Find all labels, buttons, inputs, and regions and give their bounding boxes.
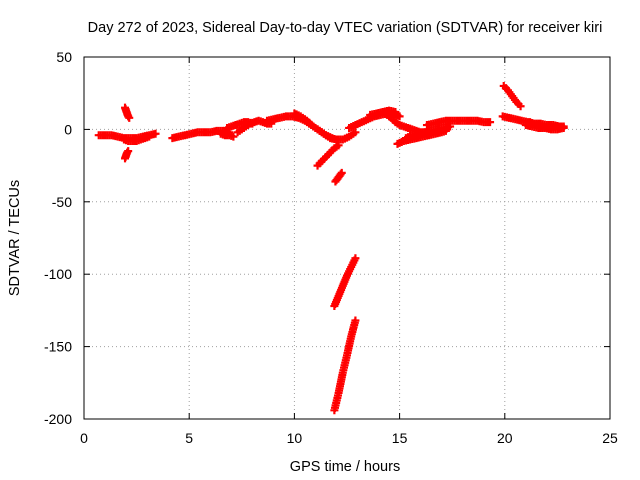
y-tick-label: 0 bbox=[64, 121, 72, 137]
data-point-fill bbox=[514, 100, 523, 109]
data-point-fill bbox=[349, 122, 358, 131]
data-point-fill bbox=[149, 130, 158, 139]
data-point-fill bbox=[401, 123, 410, 132]
y-tick-label: -200 bbox=[44, 411, 72, 427]
data-point-fill bbox=[233, 120, 242, 129]
data-point-fill bbox=[134, 136, 143, 145]
y-tick-label: -150 bbox=[44, 339, 72, 355]
data-point-fill bbox=[244, 121, 253, 130]
plot-frame bbox=[83, 56, 611, 420]
data-point-fill bbox=[346, 334, 355, 343]
data-point-fill bbox=[239, 123, 248, 132]
data-point-fill bbox=[342, 273, 351, 282]
data-point-fill bbox=[326, 133, 335, 142]
y-axis-label: SDTVAR / TECUs bbox=[7, 180, 23, 296]
data-point-fill bbox=[530, 120, 539, 129]
data-point-fill bbox=[229, 121, 238, 130]
data-points bbox=[94, 81, 568, 415]
data-point-fill bbox=[483, 118, 492, 127]
x-axis-label: GPS time / hours bbox=[290, 459, 400, 475]
data-point-fill bbox=[406, 132, 415, 141]
data-point-fill bbox=[319, 155, 328, 164]
data-point-fill bbox=[343, 133, 351, 142]
data-point-fill bbox=[235, 126, 244, 135]
x-tick-label: 15 bbox=[392, 430, 408, 446]
y-tick-label: -100 bbox=[44, 266, 72, 282]
data-point-fill bbox=[123, 110, 132, 119]
data-point-fill bbox=[350, 256, 359, 265]
data-point-fill bbox=[333, 293, 342, 302]
data-point-fill bbox=[332, 142, 341, 151]
data-point-fill bbox=[406, 124, 415, 133]
data-point-fill bbox=[227, 131, 236, 140]
data-point-fill bbox=[397, 137, 406, 146]
data-point-fill bbox=[328, 146, 337, 155]
data-point-fill bbox=[248, 118, 257, 127]
y-axis: -200 -150 -100 -50 0 50 bbox=[44, 49, 610, 427]
x-tick-label: 0 bbox=[80, 430, 88, 446]
y-tick-label: 50 bbox=[56, 49, 72, 65]
data-point-fill bbox=[380, 109, 389, 118]
data-point-fill bbox=[337, 283, 346, 292]
data-point-fill bbox=[315, 159, 324, 168]
data-point-fill bbox=[143, 133, 152, 142]
data-point-fill bbox=[397, 121, 406, 130]
data-point-fill bbox=[300, 115, 309, 124]
data-point-fill bbox=[510, 95, 519, 104]
data-point-fill bbox=[313, 125, 322, 134]
data-point-fill bbox=[138, 134, 147, 143]
data-point-fill bbox=[555, 122, 564, 131]
data-point-fill bbox=[225, 123, 234, 132]
data-point-fill bbox=[361, 116, 370, 125]
data-point-fill bbox=[389, 115, 398, 124]
data-point-fill bbox=[294, 111, 303, 120]
x-tick-label: 20 bbox=[497, 430, 513, 446]
x-tick-label: 5 bbox=[185, 430, 193, 446]
data-point-fill bbox=[346, 265, 355, 274]
data-point-fill bbox=[385, 112, 394, 121]
data-point-fill bbox=[122, 150, 131, 159]
data-point-fill bbox=[342, 353, 351, 362]
data-point-fill bbox=[355, 119, 364, 128]
x-tick-label: 25 bbox=[602, 430, 618, 446]
chart-title: Day 272 of 2023, Sidereal Day-to-day VTE… bbox=[88, 20, 603, 36]
data-point-fill bbox=[501, 84, 510, 93]
data-point-fill bbox=[319, 129, 328, 138]
x-axis: 0 5 10 15 20 25 bbox=[80, 57, 618, 446]
data-point-fill bbox=[324, 150, 333, 159]
data-point-fill bbox=[307, 120, 316, 129]
data-point-fill bbox=[350, 318, 359, 327]
data-point-fill bbox=[336, 170, 345, 179]
data-point-fill bbox=[389, 107, 398, 116]
data-point-fill bbox=[393, 119, 402, 128]
data-point-fill bbox=[349, 129, 358, 138]
x-tick-label: 10 bbox=[287, 430, 303, 446]
y-tick-label: -50 bbox=[52, 194, 72, 210]
